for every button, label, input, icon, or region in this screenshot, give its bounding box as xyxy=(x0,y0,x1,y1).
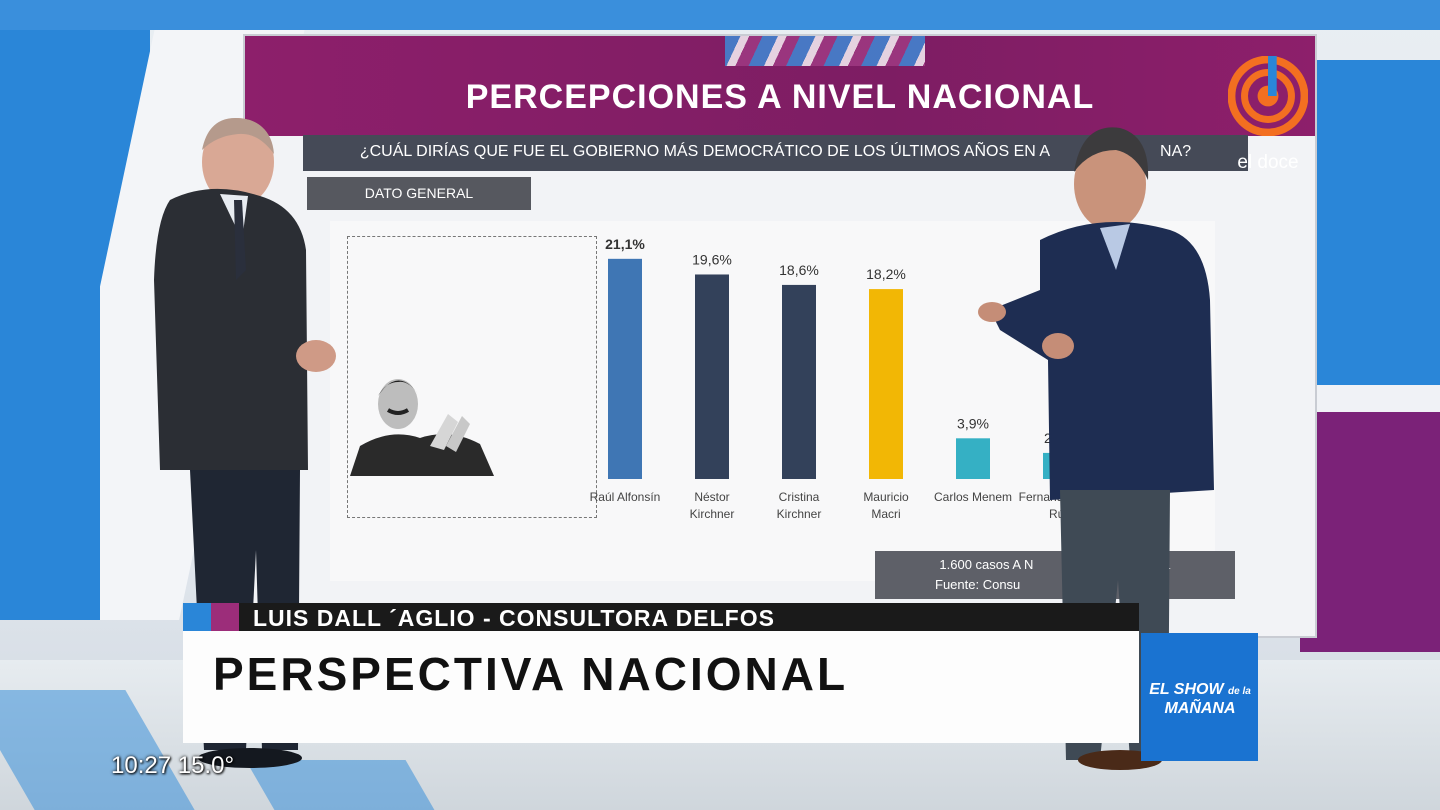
category-label: Kirchner xyxy=(690,507,735,521)
category-label: Macri xyxy=(871,507,900,521)
source-credit: Fuente: Consu xyxy=(935,577,1021,592)
header-stripes xyxy=(725,36,925,66)
highlight-box xyxy=(347,236,597,518)
bar-3 xyxy=(782,284,816,479)
segment-label: DATO GENERAL xyxy=(364,185,474,201)
studio-wall-panel xyxy=(1300,385,1440,415)
value-label: 18,2% xyxy=(866,266,906,282)
category-label: Néstor xyxy=(694,490,729,504)
bar-chart: 21,1% Raúl Alfonsín 19,6% Néstor Kirchner 18,… xyxy=(590,236,1102,521)
category-label: Cristina xyxy=(779,490,820,504)
lower-third-accent xyxy=(211,603,239,631)
guest-name: LUIS DALL ´AGLIO - CONSULTORA DELFOS xyxy=(253,605,775,631)
alfonsin-portrait xyxy=(350,366,494,476)
source-box: 1.600 casos A NL Fuente: Consu xyxy=(875,551,1235,599)
clock: 10:27 xyxy=(111,752,172,779)
bar-4 xyxy=(869,289,903,479)
source-cases: 1.600 casos A N xyxy=(939,557,1034,572)
category-label: Kirchner xyxy=(777,507,822,521)
studio-wall-panel xyxy=(0,0,1440,30)
value-label: 21,1% xyxy=(605,236,645,252)
spiral-logo-icon xyxy=(1228,56,1308,136)
segment-label-bar: DATO GENERAL xyxy=(307,177,531,210)
value-label: 18,6% xyxy=(779,262,819,278)
category-label: Raúl Alfonsín xyxy=(590,490,661,504)
screen-title: PERCEPCIONES A NIVEL NACIONAL xyxy=(465,78,1095,116)
studio-wall-panel xyxy=(1300,412,1440,652)
bar-2 xyxy=(695,274,729,479)
show-logo: EL SHOW de la MAÑANA xyxy=(1141,633,1258,761)
screen-header-band xyxy=(245,36,1315,136)
survey-question: ¿CUÁL DIRÍAS QUE FUE EL GOBIERNO MÁS DEM… xyxy=(359,143,1192,160)
show-logo-text: EL SHOW de la MAÑANA xyxy=(1149,681,1251,717)
category-label: Carlos Menem xyxy=(934,490,1012,504)
value-label: 3,9% xyxy=(957,415,989,431)
studio-wall-panel xyxy=(1300,60,1440,390)
studio-wall-panel xyxy=(0,0,100,620)
temperature: 15.0° xyxy=(177,752,235,779)
bar-1 xyxy=(608,258,642,479)
channel-logo-text: el doce xyxy=(1237,152,1299,173)
lower-third-headline-bar: PERSPECTIVA NACIONAL xyxy=(183,631,1139,743)
category-label: Mauricio xyxy=(863,490,909,504)
clock-temperature: 10:27 15.0° xyxy=(111,752,234,780)
headline: PERSPECTIVA NACIONAL xyxy=(213,648,849,700)
lower-third-name-bar: LUIS DALL ´AGLIO - CONSULTORA DELFOS xyxy=(239,603,1139,631)
channel-logo: el doce xyxy=(1222,56,1314,176)
value-label: 19,6% xyxy=(692,251,732,267)
bar-5 xyxy=(956,438,990,479)
